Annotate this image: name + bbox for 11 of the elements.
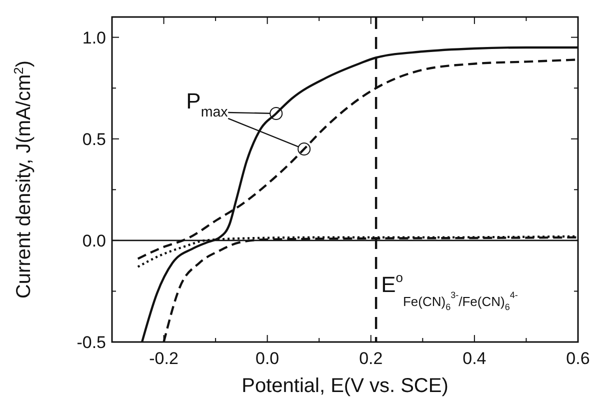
x-tick-label: 0.0 xyxy=(256,349,280,368)
x-tick-label: 0.4 xyxy=(462,349,486,368)
y-tick-label: 1.0 xyxy=(82,28,106,48)
x-tick-label: -0.2 xyxy=(149,349,178,368)
y-tick-label: 0.0 xyxy=(82,231,106,250)
y-tick-label: -0.5 xyxy=(76,333,106,352)
x-tick-label: 0.2 xyxy=(359,349,383,368)
x-axis-title: Potential, E(V vs. SCE) xyxy=(242,375,448,397)
y-tick-label: 0.5 xyxy=(82,130,106,149)
x-tick-label: 0.6 xyxy=(566,349,590,368)
annotation: P$_{max}$ xyxy=(186,88,228,120)
